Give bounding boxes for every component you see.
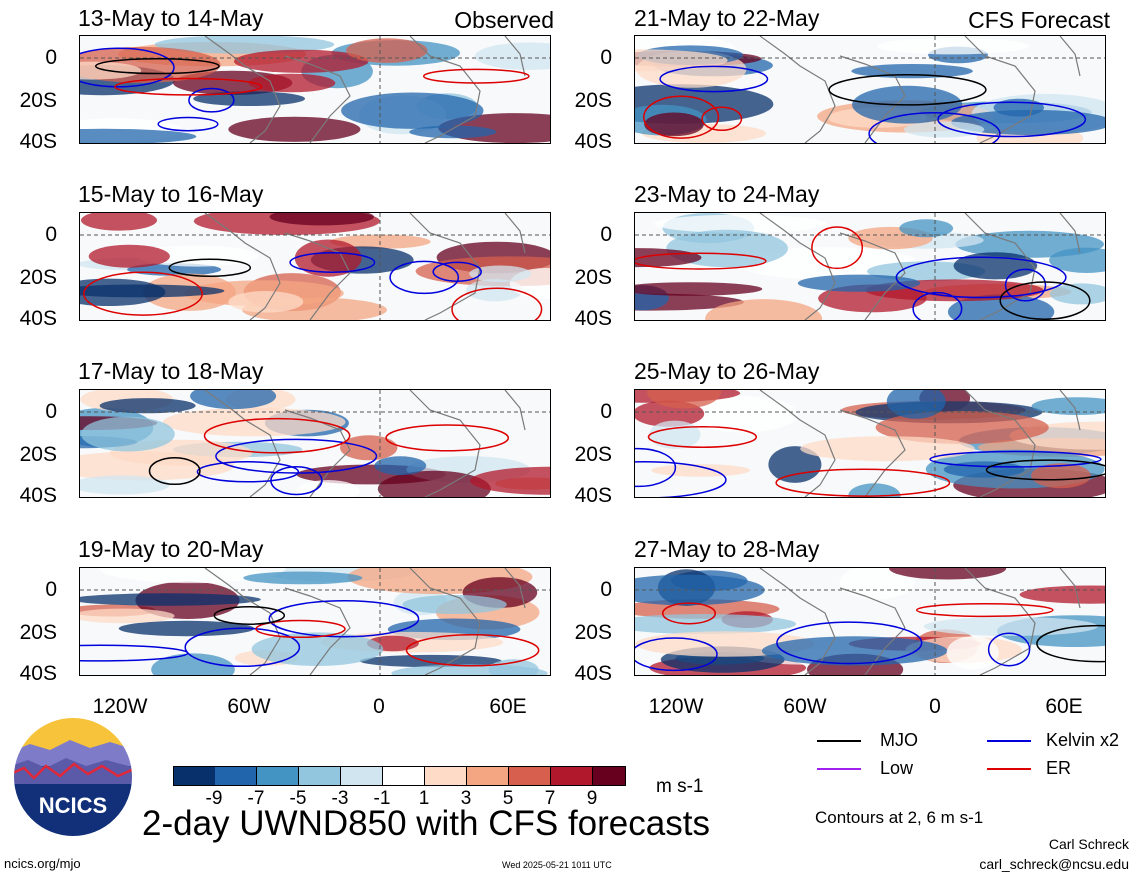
lat-label: 0 [45, 223, 57, 246]
map-panel [634, 389, 1106, 498]
panel-title-4: 19-May to 20-May [78, 536, 264, 562]
lon-label: 0 [373, 695, 385, 718]
figure-title: 2-day UWND850 with CFS forecasts [142, 804, 710, 843]
lon-label: 120W [648, 695, 704, 718]
site-link[interactable]: ncics.org/mjo [4, 856, 81, 871]
colorbar-cell [173, 766, 216, 786]
lat-label: 20S [19, 621, 57, 644]
observed-label: Observed [454, 7, 554, 33]
legend-line-mjo [817, 740, 861, 742]
colorbar-tick: 1 [418, 788, 430, 809]
colorbar-cell [341, 766, 383, 786]
colorbar-tick: -7 [247, 788, 265, 809]
colorbar-tick: -9 [205, 788, 223, 809]
colorbar-tick: -1 [373, 788, 391, 809]
lat-label: 20S [574, 89, 612, 112]
contours-note: Contours at 2, 6 m s-1 [815, 808, 984, 827]
lat-label: 0 [600, 223, 612, 246]
colorbar-cell [383, 766, 425, 786]
map-panel [79, 212, 551, 321]
lon-label: 60W [227, 695, 271, 718]
colorbar-cell [509, 766, 551, 786]
colorbar-cell [593, 766, 626, 786]
lat-label: 20S [19, 443, 57, 466]
colorbar-cell [467, 766, 509, 786]
lat-label: 40S [19, 662, 57, 685]
legend-line-low [817, 768, 861, 770]
colorbar-cell [299, 766, 341, 786]
colorbar-tick: 9 [586, 788, 598, 809]
lat-label: 40S [19, 130, 57, 153]
lat-label: 40S [19, 484, 57, 507]
panel-title-5: 21-May to 22-May [634, 5, 820, 31]
author-name: Carl Schreck [1048, 836, 1129, 852]
lon-label: 60E [1045, 695, 1083, 718]
lat-label: 40S [574, 484, 612, 507]
map-panel [79, 389, 551, 498]
legend-label-mjo: MJO [880, 730, 918, 750]
lat-label: 20S [19, 89, 57, 112]
panel-title-1: 13-May to 14-May [78, 5, 264, 31]
panel-title-3: 17-May to 18-May [78, 358, 264, 384]
colorbar-tick: -5 [289, 788, 307, 809]
lat-label: 40S [574, 130, 612, 153]
lat-label: 0 [600, 578, 612, 601]
ncics-logo: NCICS [10, 714, 136, 840]
map-panel [634, 35, 1106, 144]
lat-label: 40S [574, 662, 612, 685]
lat-label: 20S [574, 266, 612, 289]
author-email: carl_schreck@ncsu.edu [979, 856, 1129, 872]
legend-line-kelvin [987, 740, 1031, 742]
colorbar-cell [215, 766, 257, 786]
lon-label: 60W [783, 695, 827, 718]
colorbar-cell [551, 766, 593, 786]
lat-label: 0 [45, 578, 57, 601]
colorbar-tick: 5 [502, 788, 514, 809]
lat-label: 0 [45, 46, 57, 69]
lat-label: 20S [574, 621, 612, 644]
colorbar-cell [425, 766, 467, 786]
panel-title-8: 27-May to 28-May [634, 536, 820, 562]
colorbar-tick: 3 [460, 788, 472, 809]
map-panel [634, 567, 1106, 676]
lat-label: 0 [600, 46, 612, 69]
colorbar-cell [257, 766, 299, 786]
map-panel [79, 567, 551, 676]
legend-label-kelvin: Kelvin x2 [1046, 730, 1120, 750]
lat-label: 20S [574, 443, 612, 466]
lon-label: 60E [489, 695, 527, 718]
lat-label: 40S [19, 307, 57, 330]
panel-title-2: 15-May to 16-May [78, 181, 264, 207]
legend-line-er [987, 768, 1031, 770]
legend-label-low: Low [880, 758, 914, 778]
map-panel [79, 35, 551, 144]
lat-label: 0 [600, 400, 612, 423]
panel-title-6: 23-May to 24-May [634, 181, 820, 207]
colorbar-units: m s-1 [656, 776, 704, 797]
cfs-forecast-label: CFS Forecast [968, 7, 1110, 33]
lat-label: 0 [45, 400, 57, 423]
lon-label: 0 [929, 695, 941, 718]
lon-label: 120W [92, 695, 148, 718]
logo-text: NCICS [39, 793, 107, 818]
lat-label: 40S [574, 307, 612, 330]
colorbar-tick: 7 [544, 788, 556, 809]
colorbar-tick: -3 [331, 788, 349, 809]
timestamp: Wed 2025-05-21 1011 UTC [502, 860, 612, 870]
lat-label: 20S [19, 266, 57, 289]
legend-label-er: ER [1046, 758, 1072, 778]
panel-title-7: 25-May to 26-May [634, 358, 820, 384]
map-panel [634, 212, 1106, 321]
